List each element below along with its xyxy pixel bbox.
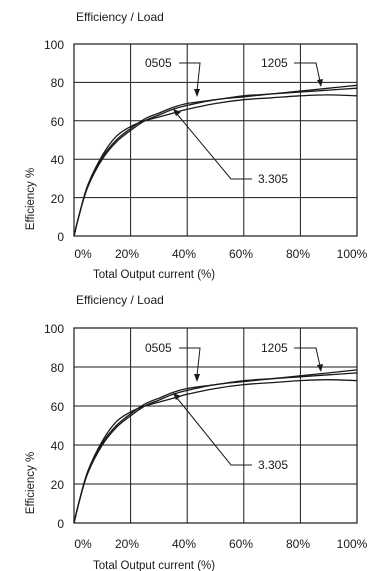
chart-1-y-tick-1: 20	[51, 192, 65, 206]
chart-2-arrow-0505	[194, 374, 200, 382]
chart-1-y-tick-3: 60	[51, 115, 65, 129]
chart-1-grid	[73, 43, 358, 237]
chart-1-label-1205: 1205	[261, 56, 288, 70]
chart-1-x-tick-2: 40%	[172, 247, 196, 261]
chart-1-y-ticks: 0 20 40 60 80 100	[44, 38, 64, 244]
chart-2-title: Efficiency / Load	[76, 293, 164, 307]
chart-2-y-tick-2: 40	[51, 439, 65, 453]
chart-2-x-tick-2: 40%	[172, 537, 196, 551]
chart-2-grid	[73, 327, 358, 524]
chart-1-leader-3305	[176, 113, 252, 180]
chart-1-x-tick-5: 100%	[337, 247, 368, 261]
chart-1-y-axis-label: Efficiency %	[25, 168, 37, 230]
chart-1-leader-1205	[294, 62, 321, 82]
chart-2-leader-3305	[176, 397, 252, 466]
chart-2-y-tick-0: 0	[57, 517, 64, 531]
chart-2-x-ticks: 0% 20% 40% 60% 80% 100%	[74, 537, 367, 551]
chart-2-label-0505: 0505	[145, 341, 172, 355]
chart-2-x-tick-3: 60%	[229, 537, 253, 551]
chart-1-leader-0505	[179, 62, 201, 92]
chart-1: Efficiency / Load 0% 20% 40% 60% 80% 100…	[25, 10, 368, 281]
chart-2-x-axis-label: Total Output current (%)	[93, 560, 215, 571]
chart-2-label-1205: 1205	[261, 341, 288, 355]
chart-1-y-tick-5: 100	[44, 38, 64, 52]
chart-1-x-tick-1: 20%	[115, 247, 139, 261]
chart-2-x-tick-5: 100%	[337, 537, 368, 551]
chart-1-annotations: 0505 1205 3.305	[145, 56, 323, 186]
chart-2-x-tick-1: 20%	[115, 537, 139, 551]
chart-2-label-3305: 3.305	[258, 458, 288, 472]
chart-2-line-3305	[73, 379, 358, 524]
chart-1-line-0505	[73, 87, 358, 237]
chart-2-leader-1205	[294, 347, 321, 367]
chart-1-arrow-0505	[194, 89, 200, 97]
chart-2-y-tick-5: 100	[44, 322, 64, 336]
chart-2-y-axis-label: Efficiency %	[25, 452, 37, 514]
chart-1-line-1205	[73, 84, 358, 237]
chart-1-arrow-3305	[173, 109, 181, 116]
chart-1-label-0505: 0505	[145, 56, 172, 70]
chart-1-arrow-1205	[317, 79, 323, 87]
chart-2-plot-frame	[73, 327, 358, 524]
chart-1-x-ticks: 0% 20% 40% 60% 80% 100%	[74, 247, 367, 261]
chart-1-x-tick-4: 80%	[286, 247, 310, 261]
chart-2-y-ticks: 0 20 40 60 80 100	[44, 322, 64, 531]
chart-1-label-3305: 3.305	[258, 172, 288, 186]
chart-1-x-axis-label: Total Output current (%)	[93, 269, 215, 281]
chart-2-line-0505	[73, 372, 358, 524]
chart-2-leader-0505	[179, 347, 201, 377]
chart-2-y-tick-3: 60	[51, 400, 65, 414]
chart-2-annotations: 0505 1205 3.305	[145, 341, 323, 472]
chart-1-x-tick-0: 0%	[74, 247, 92, 261]
chart-2-x-tick-4: 80%	[286, 537, 310, 551]
chart-2-arrow-3305	[173, 393, 181, 400]
chart-2-curves	[73, 369, 358, 524]
chart-1-plot-frame	[73, 43, 358, 237]
chart-2-line-1205	[73, 369, 358, 524]
chart-1-y-tick-0: 0	[57, 230, 64, 244]
chart-1-title: Efficiency / Load	[76, 10, 164, 24]
chart-1-x-tick-3: 60%	[229, 247, 253, 261]
chart-2-x-tick-0: 0%	[74, 537, 92, 551]
chart-2: Efficiency / Load 0% 20% 40% 60% 80% 100…	[25, 293, 368, 571]
chart-1-y-tick-2: 40	[51, 153, 65, 167]
chart-2-y-tick-1: 20	[51, 478, 65, 492]
chart-1-line-3305	[73, 94, 358, 237]
chart-1-curves	[73, 84, 358, 237]
chart-2-y-tick-4: 80	[51, 361, 65, 375]
chart-1-y-tick-4: 80	[51, 76, 65, 90]
chart-2-arrow-1205	[317, 364, 323, 372]
